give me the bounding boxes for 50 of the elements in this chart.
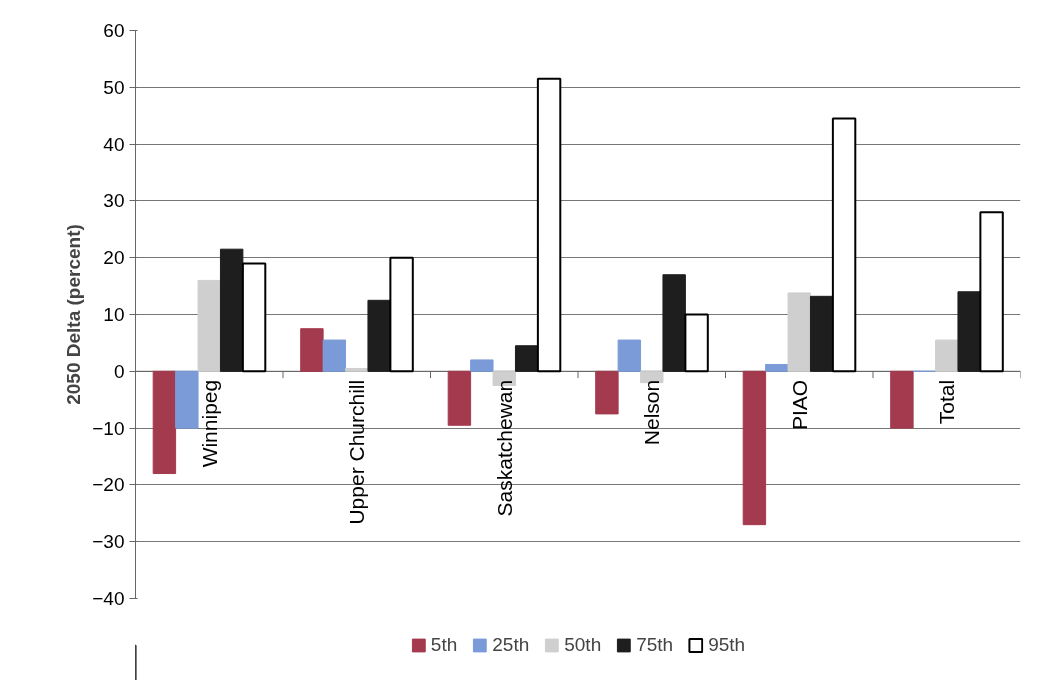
- x-tick-label: Nelson: [640, 379, 664, 446]
- bar: [219, 248, 244, 372]
- x-tick-label: Upper Churchill: [345, 379, 369, 525]
- x-tick-label: Winnipeg: [197, 379, 221, 468]
- y-tick-label: −40: [92, 588, 125, 609]
- y-tick-label: 0: [113, 360, 125, 382]
- bar: [935, 339, 959, 372]
- legend-label: 50th: [564, 634, 602, 656]
- bar: [765, 363, 789, 372]
- bar: [322, 339, 347, 372]
- bar: [617, 339, 642, 372]
- legend-label: 75th: [636, 634, 674, 656]
- bar: [447, 370, 472, 426]
- x-tick-label: Saskatchewan: [492, 379, 516, 517]
- y-tick-label: −10: [92, 417, 125, 439]
- bar: [152, 370, 177, 475]
- bar: [957, 291, 981, 372]
- bar: [367, 299, 391, 372]
- legend-label: 5th: [430, 634, 458, 656]
- bar: [241, 262, 267, 373]
- bar: [787, 292, 811, 372]
- x-tick-label: PIAO: [787, 379, 811, 430]
- y-tick-label: 40: [103, 133, 125, 155]
- y-axis-title: 2050 Delta (percent): [63, 224, 85, 405]
- legend-label: 95th: [708, 634, 746, 656]
- bar: [345, 367, 369, 372]
- bar: [470, 359, 494, 372]
- y-tick-label: −30: [92, 531, 125, 553]
- bar: [595, 370, 619, 415]
- y-tick-label: 50: [103, 76, 125, 98]
- y-tick-label: 20: [103, 247, 125, 269]
- y-tick-label: 60: [103, 20, 125, 41]
- bar: [300, 328, 324, 372]
- bar: [809, 295, 834, 372]
- x-tick-label: Total: [935, 379, 959, 425]
- bar: [536, 77, 562, 373]
- bar: [890, 370, 914, 429]
- y-tick-label: 10: [103, 304, 125, 325]
- bar: [742, 370, 767, 526]
- y-tick-label: 30: [103, 190, 125, 212]
- legend-label: 25th: [492, 634, 530, 656]
- bar: [831, 117, 857, 373]
- bar: [979, 211, 1004, 373]
- bar: [197, 279, 221, 372]
- y-tick-label: −20: [92, 474, 125, 496]
- bar: [662, 274, 686, 372]
- bar: [514, 345, 539, 372]
- bar: [175, 370, 199, 429]
- bar: [389, 256, 414, 373]
- bar: [684, 313, 709, 373]
